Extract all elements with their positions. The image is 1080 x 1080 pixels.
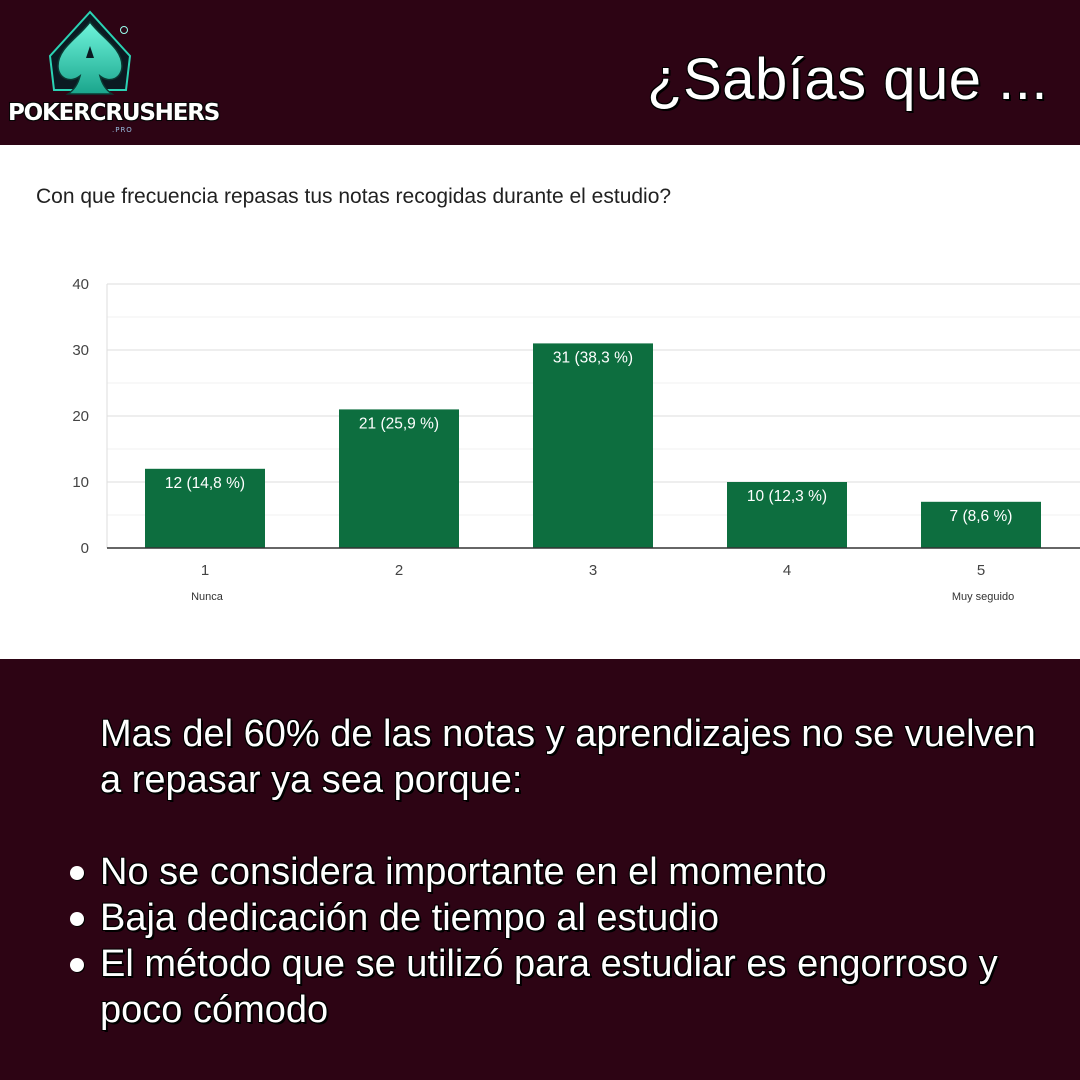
chart-panel: 0 10 20 30 40 12 (14,8 %) 1 Nunca 21 (25,9 %) 2 31… <box>0 145 1080 659</box>
reasons-list: No se considera importante en el momento… <box>66 849 1026 1033</box>
reason-text: El método que se utilizó para estudiar e… <box>100 943 998 1031</box>
y-tick-label: 30 <box>72 342 89 359</box>
bullet-icon <box>70 912 84 926</box>
x-sublabel: Muy seguido <box>952 591 1014 603</box>
summary-intro: Mas del 60% de las notas y aprendizajes … <box>100 713 1036 801</box>
data-label: 12 (14,8 %) <box>165 475 245 492</box>
brand-suffix: .PRO <box>112 126 133 134</box>
y-tick-label: 20 <box>72 408 89 425</box>
y-tick-label: 10 <box>72 474 89 491</box>
x-tick-label: 3 <box>589 562 597 579</box>
y-tick-label: 40 <box>72 276 89 293</box>
reason-text: Baja dedicación de tiempo al estudio <box>100 897 719 939</box>
x-tick-label: 4 <box>783 562 791 579</box>
data-label: 10 (12,3 %) <box>747 488 827 505</box>
reason-item: Baja dedicación de tiempo al estudio <box>66 895 1026 941</box>
bar <box>921 501 1041 548</box>
data-label: 21 (25,9 %) <box>359 415 439 432</box>
data-label: 31 (38,3 %) <box>553 349 633 366</box>
reason-item: El método que se utilizó para estudiar e… <box>66 941 1026 1033</box>
bullet-icon <box>70 866 84 880</box>
x-tick-label: 2 <box>395 562 403 579</box>
reason-text: No se considera importante en el momento <box>100 851 827 893</box>
x-tick-label: 5 <box>977 562 985 579</box>
bar <box>727 482 847 548</box>
header: POKERCRUSHERS .PRO ¿Sabías que ... <box>0 0 1080 145</box>
bar <box>533 343 653 548</box>
reason-item: No se considera importante en el momento <box>66 849 1026 895</box>
x-tick-label: 1 <box>201 562 209 579</box>
bullet-icon <box>70 958 84 972</box>
data-label: 7 (8,6 %) <box>950 508 1013 525</box>
page-title: ¿Sabías que ... <box>647 47 1048 112</box>
y-tick-label: 0 <box>81 540 89 557</box>
brand-name: POKERCRUSHERS <box>8 100 220 126</box>
bar <box>145 468 265 548</box>
brand-logo: POKERCRUSHERS .PRO <box>8 8 220 136</box>
summary-section: Mas del 60% de las notas y aprendizajes … <box>0 659 1080 1080</box>
chart-title: Con que frecuencia repasas tus notas rec… <box>36 185 672 208</box>
bar <box>339 409 459 548</box>
x-sublabel: Nunca <box>191 591 224 603</box>
spade-icon <box>48 10 132 95</box>
